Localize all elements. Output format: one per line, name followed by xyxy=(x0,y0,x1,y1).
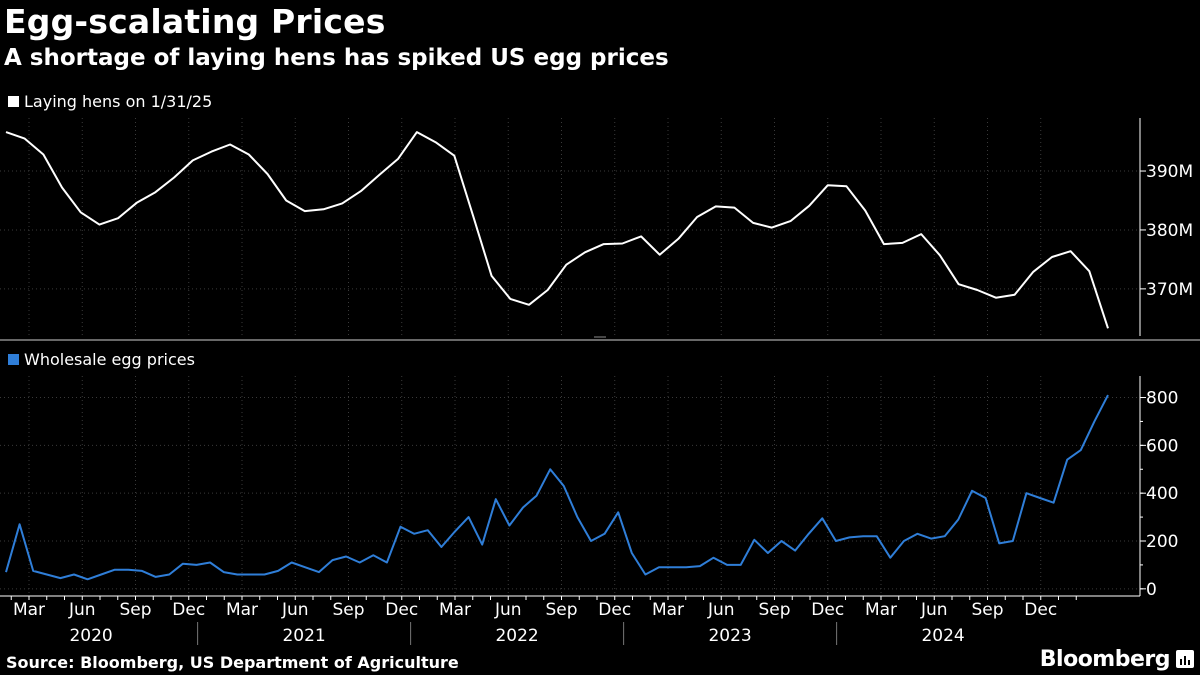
legend-hens-swatch xyxy=(8,96,19,107)
x-month-label: Jun xyxy=(68,600,96,620)
hens-series-line xyxy=(5,131,1109,329)
bloomberg-logo: Bloomberg xyxy=(1039,647,1171,672)
prices-ytick-label: 0 xyxy=(1146,580,1157,600)
hens-ytick-label: 370M xyxy=(1146,280,1193,300)
x-month-label: Sep xyxy=(332,600,364,620)
x-month-label: Dec xyxy=(1024,600,1057,620)
x-month-label: Sep xyxy=(971,600,1003,620)
x-month-label: Jun xyxy=(281,600,309,620)
chart-title: Egg-scalating Prices xyxy=(4,2,386,41)
x-year-label: 2024 xyxy=(921,626,964,646)
chart-subtitle: A shortage of laying hens has spiked US … xyxy=(4,45,669,71)
x-month-label: Jun xyxy=(707,600,735,620)
x-month-label: Sep xyxy=(545,600,577,620)
legend-prices-label: Wholesale egg prices xyxy=(24,350,195,369)
x-month-label: Mar xyxy=(865,600,897,620)
x-month-label: Sep xyxy=(119,600,151,620)
bloomberg-chart-icon xyxy=(1176,650,1194,668)
x-year-label: 2023 xyxy=(708,626,751,646)
prices-series-line xyxy=(5,394,1109,581)
x-month-label: Mar xyxy=(13,600,45,620)
prices-ytick-label: 400 xyxy=(1146,484,1178,504)
x-month-label: Dec xyxy=(598,600,631,620)
x-month-label: Jun xyxy=(920,600,948,620)
legend-prices: Wholesale egg prices xyxy=(8,350,195,369)
x-year-label: 2022 xyxy=(495,626,538,646)
x-month-label: Mar xyxy=(226,600,258,620)
x-month-label: Sep xyxy=(758,600,790,620)
x-month-label: Mar xyxy=(439,600,471,620)
x-month-label: Dec xyxy=(385,600,418,620)
x-month-label: Dec xyxy=(172,600,205,620)
legend-hens: Laying hens on 1/31/25 xyxy=(8,92,212,111)
legend-prices-swatch xyxy=(8,354,19,365)
x-month-label: Mar xyxy=(652,600,684,620)
x-year-label: 2020 xyxy=(69,626,112,646)
x-month-label: Jun xyxy=(494,600,522,620)
prices-ytick-label: 800 xyxy=(1146,389,1178,409)
source-note: Source: Bloomberg, US Department of Agri… xyxy=(6,653,459,672)
prices-ytick-label: 600 xyxy=(1146,436,1178,456)
prices-ytick-label: 200 xyxy=(1146,532,1178,552)
hens-ytick-label: 380M xyxy=(1146,221,1193,241)
hens-ytick-label: 390M xyxy=(1146,162,1193,182)
x-month-label: Dec xyxy=(811,600,844,620)
x-year-label: 2021 xyxy=(282,626,325,646)
legend-hens-label: Laying hens on 1/31/25 xyxy=(24,92,213,111)
